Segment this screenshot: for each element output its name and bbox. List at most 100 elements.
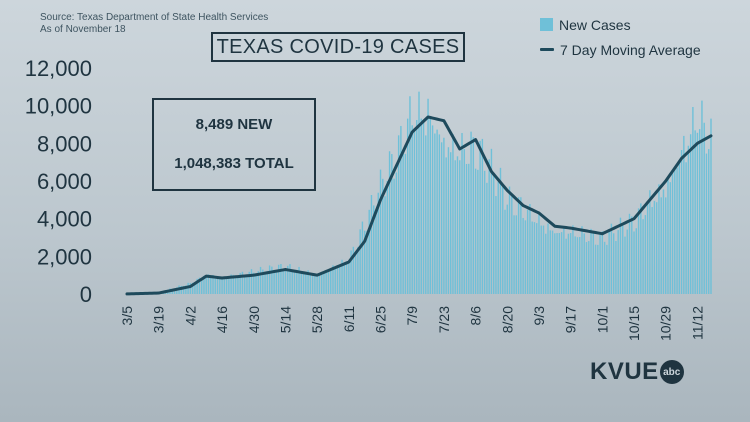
new-cases-bar	[470, 131, 472, 294]
new-cases-bar	[366, 230, 368, 294]
new-cases-bar	[504, 209, 506, 294]
new-cases-bar	[603, 241, 606, 294]
new-cases-bar	[678, 162, 681, 294]
new-cases-bar	[549, 230, 551, 294]
new-cases-bar	[468, 163, 470, 294]
new-cases-bar	[590, 228, 592, 294]
new-cases-bar	[560, 232, 563, 294]
source-line: Source: Texas Department of State Health…	[40, 12, 269, 23]
new-cases-bar	[375, 213, 377, 294]
new-cases-bar	[646, 202, 649, 294]
new-cases-bar	[395, 172, 398, 294]
new-cases-bar	[594, 244, 597, 294]
new-cases-bar	[551, 230, 554, 294]
bar-series	[126, 91, 712, 295]
new-cases-bar	[314, 275, 316, 294]
x-tick-label: 6/11	[341, 306, 357, 332]
new-cases-bar	[563, 228, 565, 294]
new-cases-bar	[653, 200, 656, 294]
new-cases-bar	[246, 276, 248, 294]
new-cases-bar	[386, 181, 389, 294]
new-cases-bar	[513, 215, 515, 294]
new-cases-bar	[207, 274, 210, 294]
y-tick-label: 10,000	[25, 94, 92, 119]
new-cases-bar	[422, 120, 425, 294]
new-cases-bar	[622, 224, 624, 294]
new-cases-bar	[361, 221, 364, 294]
new-cases-bar	[529, 204, 531, 294]
x-tick-label: 6/25	[373, 306, 389, 333]
new-cases-bar	[262, 269, 264, 294]
new-cases-bar	[397, 135, 400, 294]
new-cases-bar	[244, 275, 246, 294]
new-cases-bar	[479, 140, 481, 294]
new-cases-bar	[547, 223, 549, 294]
new-cases-bar	[257, 271, 259, 294]
new-cases-bar	[291, 269, 293, 294]
new-cases-bar	[606, 244, 608, 294]
moving-average-line	[125, 115, 713, 296]
x-tick-label: 7/23	[436, 306, 452, 333]
new-cases-bar	[495, 196, 497, 294]
new-cases-bar	[667, 178, 669, 294]
new-cases-bar	[443, 137, 445, 294]
new-cases-bar	[277, 264, 280, 294]
new-cases-bar	[644, 215, 647, 294]
new-cases-bar	[232, 274, 235, 294]
new-cases-bar	[282, 269, 284, 294]
new-cases-bar	[323, 271, 325, 294]
new-cases-bar	[676, 167, 678, 294]
legend-label-new-cases: New Cases	[559, 16, 631, 33]
x-tick-label: 11/12	[689, 306, 705, 340]
new-cases-bar	[402, 153, 404, 294]
new-cases-bar	[289, 264, 291, 294]
new-cases-bar	[461, 133, 463, 294]
stats-box: 8,489 NEW 1,048,383 TOTAL	[152, 98, 316, 191]
new-cases-bar	[708, 149, 710, 294]
legend-item-moving-average: 7 Day Moving Average	[540, 37, 701, 62]
new-cases-bar	[517, 197, 520, 294]
new-cases-bar	[447, 147, 450, 294]
new-cases-bar	[705, 153, 708, 294]
new-cases-bar	[583, 233, 585, 294]
new-cases-bar	[685, 162, 687, 294]
new-cases-bar	[330, 269, 332, 294]
new-cases-bar	[536, 223, 538, 294]
new-cases-bar	[264, 273, 266, 294]
new-cases-bar	[651, 207, 653, 294]
new-cases-bar	[343, 262, 345, 294]
new-cases-bar	[649, 190, 651, 294]
new-cases-bar	[368, 209, 370, 294]
new-cases-bar	[266, 270, 269, 294]
new-cases-bar	[633, 231, 635, 294]
new-cases-bar	[660, 197, 662, 294]
new-cases-bar	[569, 233, 572, 294]
new-cases-bar	[237, 277, 239, 294]
new-cases-bar	[533, 222, 536, 294]
x-tick-label: 7/9	[404, 306, 420, 326]
new-cases-bar	[615, 241, 617, 294]
x-tick-label: 4/2	[182, 306, 198, 326]
new-cases-bar	[515, 215, 518, 294]
new-cases-bar	[465, 163, 468, 294]
new-cases-bar	[635, 228, 637, 294]
new-cases-bar	[230, 274, 232, 294]
new-cases-bar	[674, 167, 676, 294]
as-of-line: As of November 18	[40, 24, 126, 35]
new-cases-bar	[554, 233, 556, 294]
new-cases-bar	[345, 263, 348, 294]
new-cases-bar	[373, 205, 375, 294]
y-tick-label: 2,000	[37, 244, 92, 269]
new-cases-bar	[248, 271, 250, 294]
new-cases-bar	[694, 130, 696, 294]
chart-title: TEXAS COVID-19 CASES	[211, 32, 465, 62]
new-cases-bar	[542, 225, 545, 294]
new-cases-bar	[608, 231, 610, 294]
new-cases-bar	[483, 170, 486, 294]
new-cases-bar	[683, 135, 685, 294]
new-cases-bar	[698, 129, 701, 294]
new-cases-stat: 8,489 NEW	[195, 116, 273, 133]
new-cases-bar	[210, 276, 212, 294]
new-cases-bar	[631, 216, 633, 294]
source-note: Source: Texas Department of State Health…	[40, 12, 268, 36]
